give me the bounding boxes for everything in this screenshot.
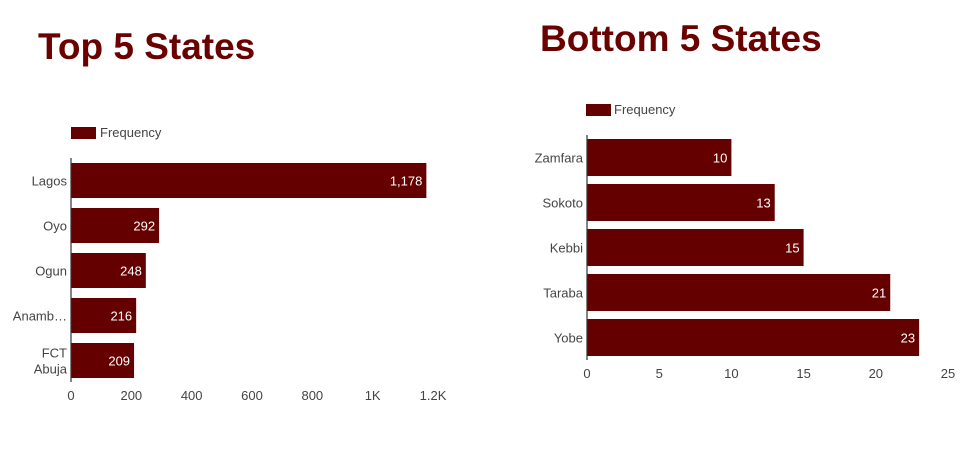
top-tick-label-3: 600: [241, 388, 263, 403]
top-tick-label-2: 400: [181, 388, 203, 403]
bottom-bar-4: [587, 319, 920, 356]
bottom-tick-label-5: 25: [941, 366, 955, 381]
top-tick-label-4: 800: [301, 388, 323, 403]
top-category-label-4: FCT Abuja: [34, 346, 68, 377]
bottom-legend-label: Frequency: [614, 102, 676, 117]
bottom-bar-2: [587, 229, 804, 266]
top-category-label-1: Oyo: [43, 219, 67, 234]
top-tick-label-5: 1K: [365, 388, 381, 403]
top-category-label-3: Anamb…: [13, 309, 67, 324]
bottom-category-label-0: Zamfara: [535, 151, 584, 166]
bottom-tick-label-1: 5: [656, 366, 663, 381]
bottom-category-label-1: Sokoto: [543, 196, 583, 211]
top-tick-label-1: 200: [120, 388, 142, 403]
bottom-states-title: Bottom 5 States: [540, 18, 822, 59]
top-category-label-2: Ogun: [35, 264, 67, 279]
top-tick-label-6: 1.2K: [420, 388, 447, 403]
top-bar-4: [71, 343, 135, 378]
top-bar-3: [71, 298, 137, 333]
top-data-label-1: 292: [133, 219, 155, 234]
bottom-data-label-1: 13: [756, 196, 770, 211]
bottom-data-label-4: 23: [901, 331, 915, 346]
top-data-label-0: 1,178: [390, 174, 423, 189]
bottom-category-label-4: Yobe: [554, 331, 583, 346]
top-legend-label: Frequency: [100, 125, 162, 140]
bottom-bar-0: [587, 139, 732, 176]
bottom-tick-label-4: 20: [869, 366, 883, 381]
top-data-label-3: 216: [110, 309, 132, 324]
bottom-tick-label-0: 0: [583, 366, 590, 381]
bottom-category-label-2: Kebbi: [550, 241, 583, 256]
bottom-tick-label-2: 10: [724, 366, 738, 381]
bottom-data-label-0: 10: [713, 151, 727, 166]
bottom-legend-swatch: [586, 104, 611, 116]
bottom-category-label-3: Taraba: [543, 286, 584, 301]
top-states-chart: Frequency 1,178 Lagos 292 Oyo 248 Ogun 216 Anamb…: [13, 125, 447, 403]
top-bar-1: [71, 208, 160, 243]
top-data-label-2: 248: [120, 264, 142, 279]
top-bar-2: [71, 253, 146, 288]
top-category-label-0: Lagos: [32, 174, 68, 189]
bottom-data-label-2: 15: [785, 241, 799, 256]
top-states-title: Top 5 States: [38, 26, 256, 67]
top-bar-0: [71, 163, 427, 198]
top-legend-swatch: [71, 127, 96, 139]
bottom-data-label-3: 21: [872, 286, 886, 301]
bottom-tick-label-3: 15: [796, 366, 810, 381]
bottom-bar-3: [587, 274, 891, 311]
bottom-bar-1: [587, 184, 775, 221]
top-data-label-4: 209: [108, 354, 130, 369]
top-tick-label-0: 0: [67, 388, 74, 403]
